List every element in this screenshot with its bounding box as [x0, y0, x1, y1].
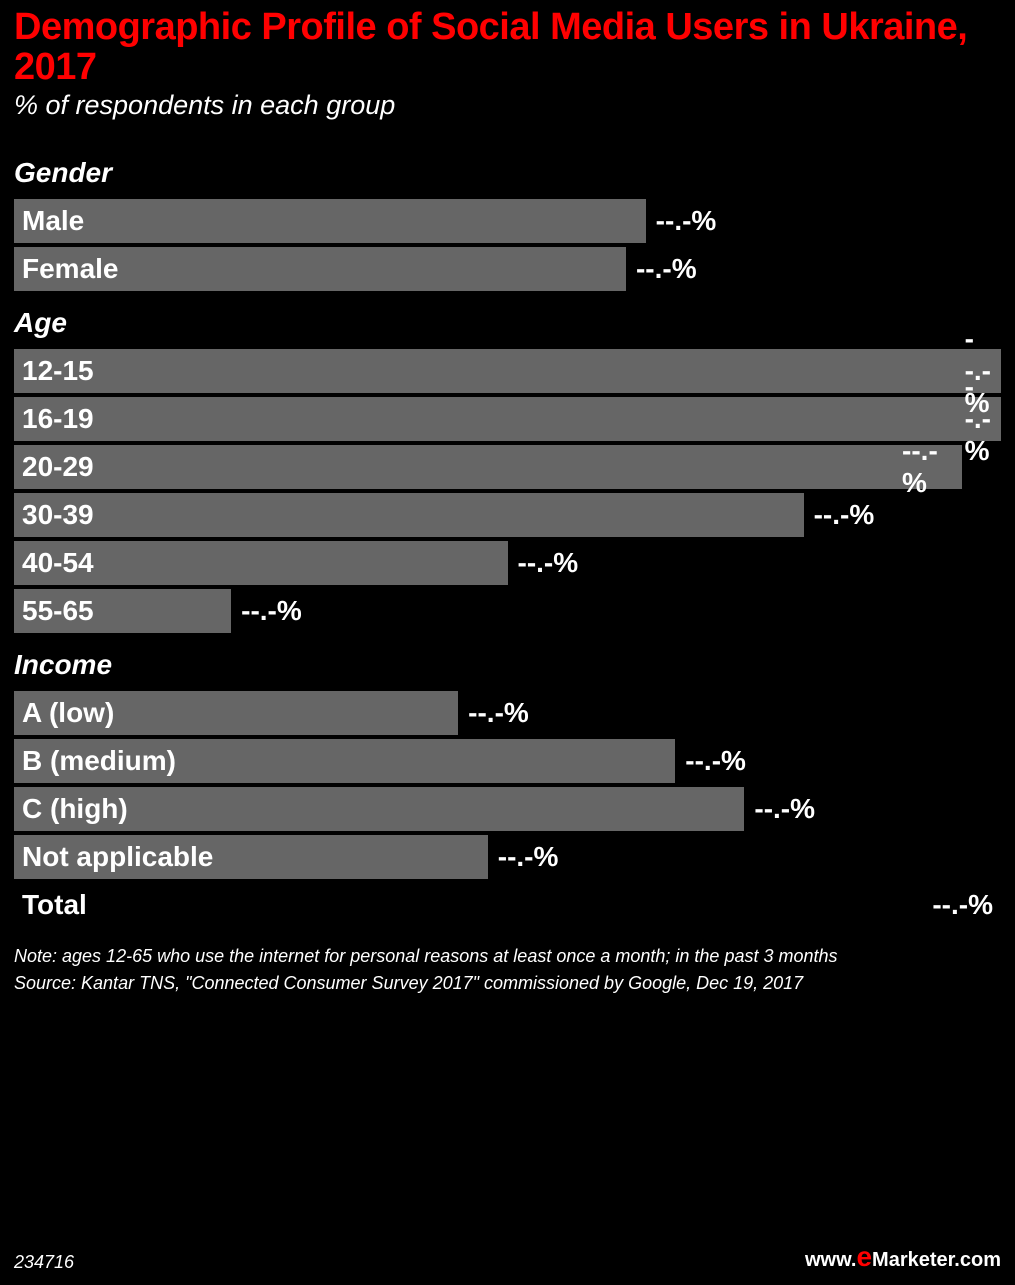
bar-value: --.-%	[902, 435, 951, 499]
bar-value: --.-%	[754, 793, 815, 825]
bar-value: --.-%	[685, 745, 746, 777]
bar-fill	[14, 199, 646, 243]
footer: 234716 www.eMarketer.com	[14, 1241, 1001, 1273]
bar-row: 55-65 --.-%	[14, 589, 1001, 633]
bar-label: 20-29	[22, 451, 94, 483]
bar-row: 20-29--.-%	[14, 445, 1001, 489]
bar-label: C (high)	[22, 793, 128, 825]
chart-subtitle: % of respondents in each group	[0, 90, 1015, 145]
section-header: Age	[0, 295, 1015, 345]
bar-row: Not applicable --.-%	[14, 835, 1001, 879]
chart-id: 234716	[14, 1252, 74, 1273]
total-row: Total --.-%	[14, 883, 1001, 927]
bar-value: --.-%	[814, 499, 875, 531]
section-header: Gender	[0, 145, 1015, 195]
bar-value: --.-%	[241, 595, 302, 627]
bar-value: --.-%	[468, 697, 529, 729]
sections-container: GenderMale--.-%Female--.-%Age12-15--.-%1…	[0, 145, 1015, 879]
bar-label: 40-54	[22, 547, 94, 579]
brand-www: www.	[805, 1249, 856, 1271]
bar-row: A (low) --.-%	[14, 691, 1001, 735]
bar-value: --.-%	[636, 253, 697, 285]
bar-value: --.-%	[498, 841, 559, 873]
bar-label: 12-15	[22, 355, 94, 387]
bar-fill	[14, 397, 1001, 441]
bar-value: --.-%	[656, 205, 717, 237]
bar-fill	[14, 493, 804, 537]
brand: www.eMarketer.com	[805, 1241, 1001, 1273]
bar-label: A (low)	[22, 697, 114, 729]
chart-title: Demographic Profile of Social Media User…	[0, 0, 1015, 90]
section-header: Income	[0, 637, 1015, 687]
bar-row: 12-15--.-%	[14, 349, 1001, 393]
chart-note: Note: ages 12-65 who use the internet fo…	[0, 931, 1015, 970]
bar-row: Male --.-%	[14, 199, 1001, 243]
bar-label: 30-39	[22, 499, 94, 531]
bar-label: Male	[22, 205, 84, 237]
bar-row: 16-19--.-%	[14, 397, 1001, 441]
bar-value: --.-%	[518, 547, 579, 579]
total-label: Total	[22, 889, 87, 921]
bar-row: 40-54 --.-%	[14, 541, 1001, 585]
bar-row: B (medium) --.-%	[14, 739, 1001, 783]
bar-label: 55-65	[22, 595, 94, 627]
bar-row: 30-39 --.-%	[14, 493, 1001, 537]
bar-label: Female	[22, 253, 119, 285]
bar-row: C (high) --.-%	[14, 787, 1001, 831]
brand-rest: Marketer.com	[872, 1249, 1001, 1271]
bar-label: 16-19	[22, 403, 94, 435]
bar-label: B (medium)	[22, 745, 176, 777]
total-value: --.-%	[932, 889, 993, 921]
bar-fill	[14, 349, 1001, 393]
bar-value: --.-%	[965, 371, 991, 467]
bar-row: Female --.-%	[14, 247, 1001, 291]
bar-label: Not applicable	[22, 841, 213, 873]
bar-fill	[14, 445, 962, 489]
chart-source: Source: Kantar TNS, "Connected Consumer …	[0, 970, 1015, 997]
brand-e-icon: e	[856, 1241, 872, 1272]
